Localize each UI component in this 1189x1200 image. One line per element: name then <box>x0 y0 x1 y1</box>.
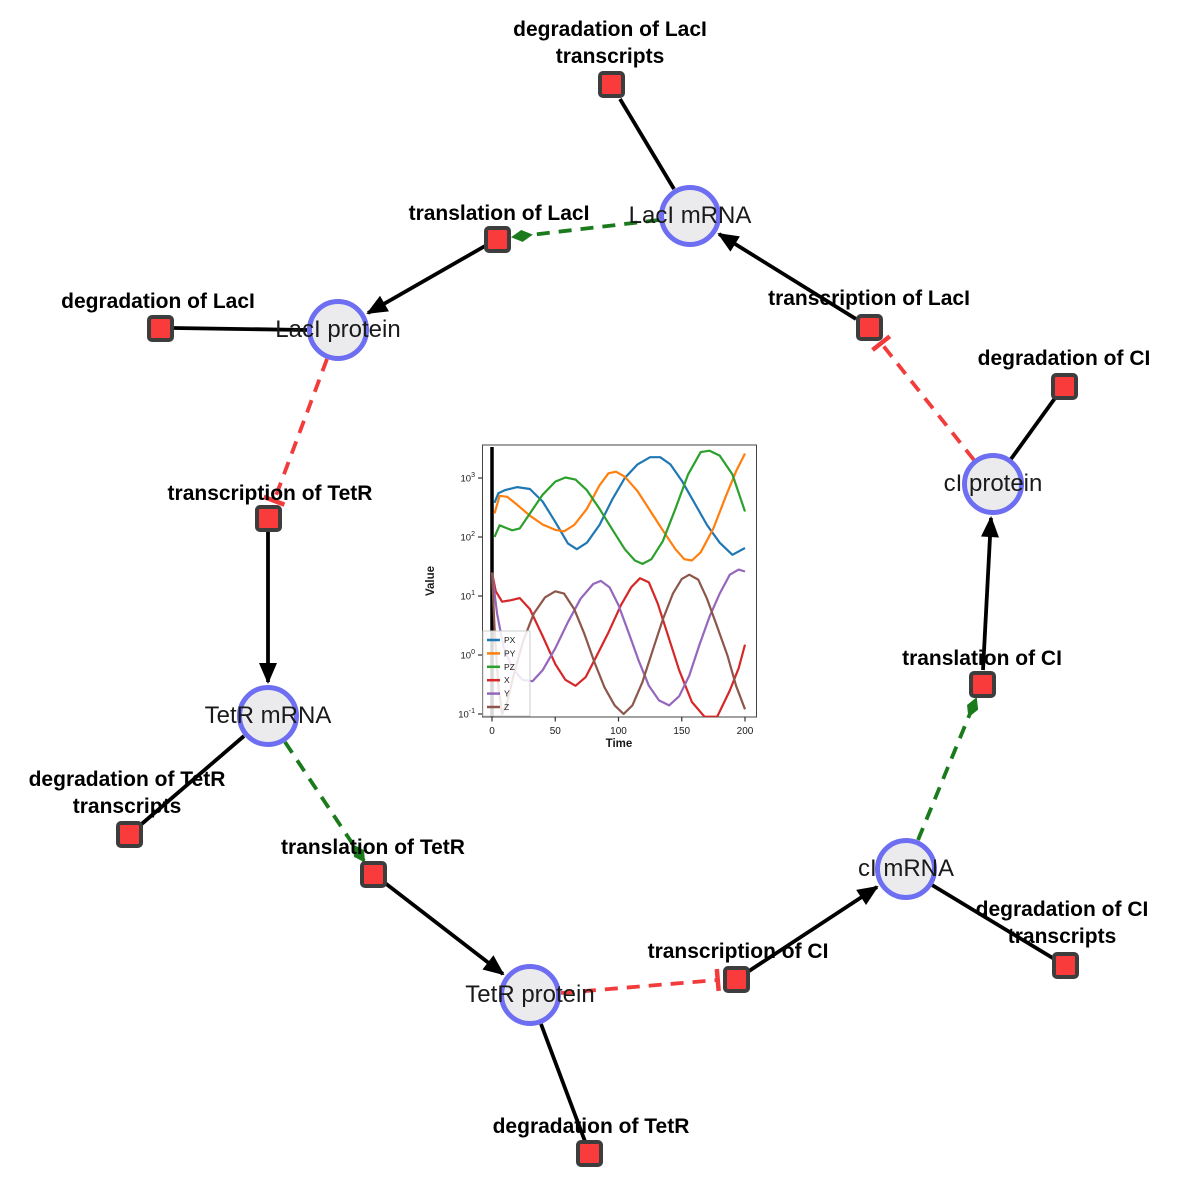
svg-text:101: 101 <box>461 590 476 603</box>
series-PY <box>493 453 746 562</box>
species-node-laci-mrna[interactable]: LacI mRNA <box>629 185 751 247</box>
reaction-label-transcription-of-laci: transcription of LacI <box>768 287 970 310</box>
svg-text:10-1: 10-1 <box>458 708 475 721</box>
svg-text:Z: Z <box>504 702 509 712</box>
svg-text:100: 100 <box>610 726 627 737</box>
reaction-node-transcription-of-tetr[interactable] <box>255 505 282 532</box>
reaction-label-translation-of-tetr: translation of TetR <box>281 836 465 859</box>
edge-tetr-mrna-to-degradation-of-tetr-transcripts[interactable] <box>135 734 246 830</box>
reaction-node-transcription-of-ci[interactable] <box>723 966 750 993</box>
reaction-label-transcription-of-tetr: transcription of TetR <box>167 482 373 505</box>
edge-translation-of-laci-to-laci-protein[interactable] <box>366 244 486 315</box>
edge-ci-mrna-to-degradation-of-ci-transcripts[interactable] <box>931 883 1057 962</box>
species-node-tetr-mrna[interactable]: TetR mRNA <box>205 685 331 747</box>
edge-transcription-of-ci-to-ci-mrna[interactable] <box>747 885 879 973</box>
reaction-label-transcription-of-ci: transcription of CI <box>647 940 829 963</box>
svg-text:102: 102 <box>461 531 476 544</box>
reaction-label-degradation-of-tetr-transcripts: degradation of TetR transcripts <box>28 768 226 818</box>
reaction-node-degradation-of-tetr[interactable] <box>576 1140 603 1167</box>
svg-text:PX: PX <box>504 635 516 645</box>
timecourse-inset-chart: 0 50 100 150 200 103 102 101 100 10-1 Time Value… <box>425 444 757 750</box>
edge-tetr-mrna-to-translation-of-tetr-modifier[interactable] <box>283 740 366 863</box>
svg-text:PY: PY <box>504 648 516 658</box>
series-X <box>490 572 747 717</box>
svg-text:X: X <box>504 675 510 685</box>
y-axis-label: Value <box>425 566 437 596</box>
reaction-node-translation-of-ci[interactable] <box>969 671 996 698</box>
series-PX <box>493 456 746 556</box>
svg-text:Y: Y <box>504 689 510 699</box>
edge-laci-protein-inhibits-transcription-of-tetr[interactable] <box>262 358 329 507</box>
edge-translation-of-tetr-to-tetr-protein[interactable] <box>383 881 505 976</box>
edge-tetr-protein-to-degradation-of-tetr[interactable] <box>539 1023 588 1145</box>
reaction-node-degradation-of-ci[interactable] <box>1051 373 1078 400</box>
svg-text:103: 103 <box>461 472 476 485</box>
svg-text:100: 100 <box>461 649 476 662</box>
reaction-label-degradation-of-laci: degradation of LacI <box>61 290 255 313</box>
reaction-node-degradation-of-tetr-transcripts[interactable] <box>116 821 143 848</box>
svg-text:150: 150 <box>673 726 690 737</box>
edge-transcription-of-laci-to-laci-mrna[interactable] <box>717 232 858 321</box>
series-PZ <box>493 449 747 565</box>
reaction-label-degradation-of-laci-transcripts: degradation of LacI transcripts <box>513 18 707 68</box>
edge-laci-mrna-to-translation-of-laci-modifier[interactable] <box>511 218 660 242</box>
edge-ci-protein-inhibits-transcription-of-laci[interactable] <box>871 334 976 462</box>
reaction-label-degradation-of-ci: degradation of CI <box>977 347 1151 370</box>
edge-ci-protein-to-degradation-of-ci[interactable] <box>1009 392 1060 461</box>
reaction-node-degradation-of-ci-transcripts[interactable] <box>1052 952 1079 979</box>
edge-laci-mrna-to-degradation-of-laci-transcripts[interactable] <box>618 98 676 190</box>
species-node-ci-protein[interactable]: cI protein <box>944 453 1042 515</box>
reaction-label-degradation-of-tetr: degradation of TetR <box>492 1115 690 1138</box>
species-node-tetr-protein[interactable]: TetR protein <box>465 964 595 1026</box>
svg-text:PZ: PZ <box>504 662 515 672</box>
reaction-node-translation-of-laci[interactable] <box>484 226 511 253</box>
edge-translation-of-ci-to-ci-protein[interactable] <box>981 516 999 671</box>
species-node-ci-mrna[interactable]: cI mRNA <box>858 838 954 900</box>
svg-text:0: 0 <box>489 726 495 737</box>
svg-text:200: 200 <box>737 726 754 737</box>
reaction-node-translation-of-tetr[interactable] <box>360 861 387 888</box>
reaction-node-degradation-of-laci[interactable] <box>147 315 174 342</box>
edge-tetr-protein-inhibits-transcription-of-ci[interactable] <box>560 968 721 995</box>
x-axis-label: Time <box>606 738 633 750</box>
edge-ci-mrna-to-translation-of-ci-modifier[interactable] <box>916 697 979 841</box>
chart-legend: PX PY PZ XYZ <box>487 635 516 712</box>
reaction-label-degradation-of-ci-transcripts: degradation of CI transcripts <box>975 898 1149 948</box>
reaction-node-degradation-of-laci-transcripts[interactable] <box>598 71 625 98</box>
legend-box <box>482 630 531 717</box>
reaction-label-translation-of-laci: translation of LacI <box>408 202 590 225</box>
svg-text:50: 50 <box>550 726 562 737</box>
y-axis-ticks: 103 102 101 100 10-1 <box>458 472 483 721</box>
reaction-label-translation-of-ci: translation of CI <box>902 647 1062 670</box>
edge-laci-protein-to-degradation-of-laci[interactable] <box>173 326 308 332</box>
species-node-laci-protein[interactable]: LacI protein <box>275 299 401 361</box>
x-axis-ticks: 0 50 100 150 200 <box>489 717 754 737</box>
reaction-node-transcription-of-laci[interactable] <box>856 314 883 341</box>
